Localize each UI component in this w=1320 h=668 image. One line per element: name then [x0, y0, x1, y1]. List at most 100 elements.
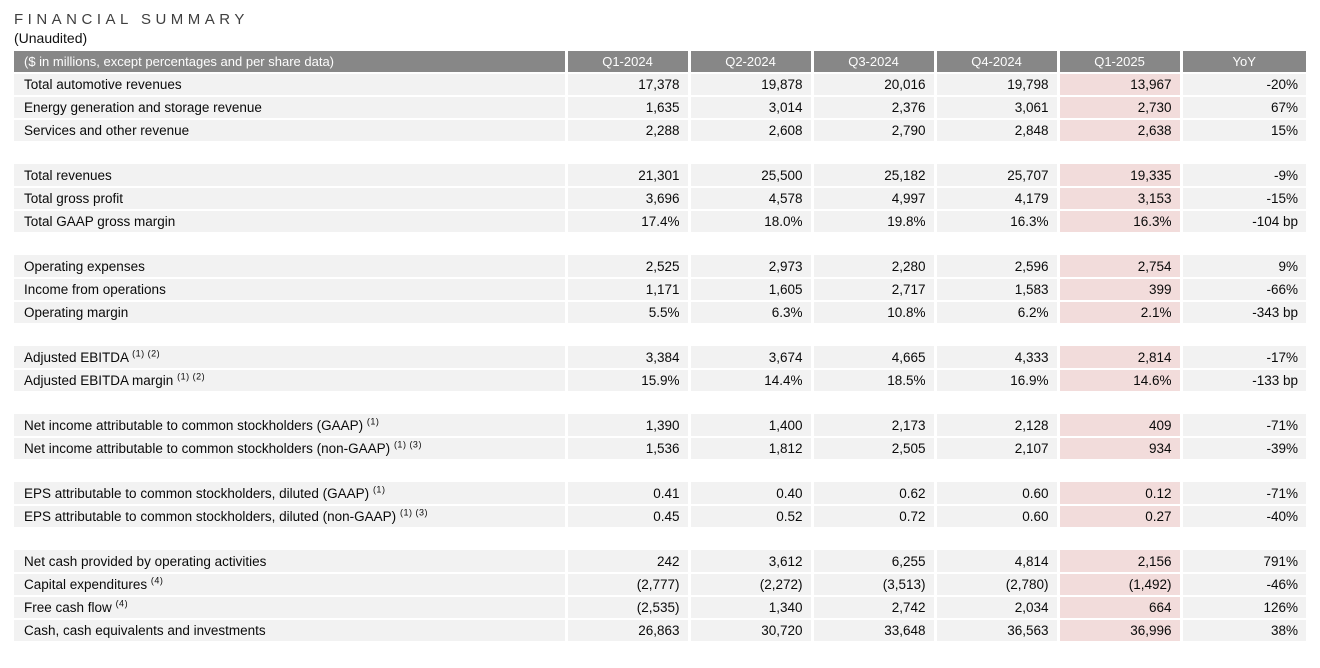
- row-label: Net income attributable to common stockh…: [14, 414, 568, 438]
- cell-value-q1-2024: 17.4%: [566, 210, 691, 234]
- cell-value-q1-2024: 21,301: [566, 164, 691, 188]
- yoy-value: 126%: [1181, 596, 1306, 620]
- cell-value-q2-2024: 30,720: [689, 619, 814, 643]
- cell-value-q4-2024: 3,061: [935, 96, 1060, 120]
- table-row: Total revenues 21,301 25,500 25,182 25,707 19…: [14, 164, 1306, 188]
- financial-summary-table: ($ in millions, except percentages and p…: [14, 51, 1306, 643]
- cell-value-q1-2024: 5.5%: [566, 301, 691, 325]
- cell-value-q1-2025: (1,492): [1058, 573, 1183, 597]
- cell-value-q1-2024: (2,535): [566, 596, 691, 620]
- row-label: Capital expenditures (4): [14, 573, 568, 597]
- footnote-reference: (1) (3): [399, 507, 428, 518]
- cell-value-q3-2024: 6,255: [812, 550, 937, 574]
- cell-value-q4-2024: 1,583: [935, 278, 1060, 302]
- section-separator-row: [14, 528, 1306, 550]
- cell-value-q1-2025: 0.12: [1058, 482, 1183, 506]
- row-label-text: Services and other revenue: [24, 123, 190, 138]
- footnote-reference: (4): [150, 575, 164, 586]
- cell-value-q2-2024: 1,340: [689, 596, 814, 620]
- cell-value-q2-2024: 1,812: [689, 437, 814, 461]
- cell-value-q2-2024: (2,272): [689, 573, 814, 597]
- cell-value-q1-2025: 2,638: [1058, 119, 1183, 143]
- section-separator: [14, 460, 1306, 482]
- cell-value-q4-2024: 16.3%: [935, 210, 1060, 234]
- cell-value-q4-2024: 36,563: [935, 619, 1060, 643]
- financial-summary-page: FINANCIAL SUMMARY (Unaudited) ($ in mill…: [14, 11, 1306, 643]
- cell-value-q2-2024: 4,578: [689, 187, 814, 211]
- cell-value-q3-2024: 4,997: [812, 187, 937, 211]
- cell-value-q2-2024: 2,973: [689, 255, 814, 279]
- cell-value-q1-2024: 3,384: [566, 346, 691, 370]
- row-label: Income from operations: [14, 278, 568, 302]
- section-separator: [14, 142, 1306, 164]
- row-label-text: Total automotive revenues: [24, 77, 182, 92]
- cell-value-q4-2024: 19,798: [935, 73, 1060, 97]
- cell-value-q2-2024: 18.0%: [689, 210, 814, 234]
- yoy-value: -66%: [1181, 278, 1306, 302]
- row-label-text: Net income attributable to common stockh…: [24, 441, 391, 456]
- cell-value-q2-2024: 6.3%: [689, 301, 814, 325]
- cell-value-q4-2024: 4,814: [935, 550, 1060, 574]
- column-header-q1-2024: Q1-2024: [566, 51, 691, 74]
- cell-value-q1-2025: 2,814: [1058, 346, 1183, 370]
- cell-value-q3-2024: 2,280: [812, 255, 937, 279]
- row-label-text: Total GAAP gross margin: [24, 214, 176, 229]
- yoy-value: -20%: [1181, 73, 1306, 97]
- column-header-q1-2025: Q1-2025: [1058, 51, 1183, 74]
- cell-value-q1-2025: 13,967: [1058, 73, 1183, 97]
- cell-value-q2-2024: 14.4%: [689, 369, 814, 393]
- row-label: Operating margin: [14, 301, 568, 325]
- cell-value-q3-2024: 2,173: [812, 414, 937, 438]
- section-separator: [14, 233, 1306, 255]
- table-header-row: ($ in millions, except percentages and p…: [14, 51, 1306, 74]
- row-label-text: Operating margin: [24, 305, 129, 320]
- table-row: Total GAAP gross margin 17.4% 18.0% 19.8% 16…: [14, 210, 1306, 234]
- yoy-value: -104 bp: [1181, 210, 1306, 234]
- yoy-value: -9%: [1181, 164, 1306, 188]
- table-units-label: ($ in millions, except percentages and p…: [14, 51, 568, 74]
- table-row: Operating expenses 2,525 2,973 2,280 2,596 2,…: [14, 255, 1306, 279]
- table-body: Total automotive revenues 17,378 19,878 20,…: [14, 73, 1306, 643]
- cell-value-q2-2024: 19,878: [689, 73, 814, 97]
- row-label: Operating expenses: [14, 255, 568, 279]
- row-label-text: Net income attributable to common stockh…: [24, 417, 364, 433]
- cell-value-q3-2024: 10.8%: [812, 301, 937, 325]
- yoy-value: -46%: [1181, 573, 1306, 597]
- cell-value-q1-2024: 0.45: [566, 505, 691, 529]
- section-separator: [14, 392, 1306, 414]
- row-label: Total gross profit: [14, 187, 568, 211]
- row-label-text: Net cash provided by operating activitie…: [24, 553, 267, 569]
- cell-value-q4-2024: 25,707: [935, 164, 1060, 188]
- cell-value-q1-2025: 664: [1058, 596, 1183, 620]
- section-separator-row: [14, 233, 1306, 255]
- table-row: EPS attributable to common stockholders,…: [14, 505, 1306, 529]
- cell-value-q3-2024: 33,648: [812, 619, 937, 643]
- table-row: Free cash flow (4) (2,535) 1,340 2,742 2,034…: [14, 596, 1306, 620]
- cell-value-q4-2024: 16.9%: [935, 369, 1060, 393]
- cell-value-q4-2024: 4,179: [935, 187, 1060, 211]
- cell-value-q3-2024: 25,182: [812, 164, 937, 188]
- section-separator-row: [14, 142, 1306, 164]
- table-row: Adjusted EBITDA margin (1) (2) 15.9% 14.4%…: [14, 369, 1306, 393]
- cell-value-q1-2025: 19,335: [1058, 164, 1183, 188]
- cell-value-q2-2024: 3,612: [689, 550, 814, 574]
- section-separator-row: [14, 392, 1306, 414]
- footnote-reference: (1) (2): [177, 371, 206, 382]
- section-separator: [14, 324, 1306, 346]
- cell-value-q1-2025: 934: [1058, 437, 1183, 461]
- section-separator-row: [14, 324, 1306, 346]
- table-row: Net cash provided by operating activitie…: [14, 550, 1306, 574]
- cell-value-q1-2025: 2,754: [1058, 255, 1183, 279]
- cell-value-q1-2024: 242: [566, 550, 691, 574]
- yoy-value: -40%: [1181, 505, 1306, 529]
- section-separator-row: [14, 460, 1306, 482]
- cell-value-q1-2025: 14.6%: [1058, 369, 1183, 393]
- table-row: Total automotive revenues 17,378 19,878 20,…: [14, 73, 1306, 97]
- page-title: FINANCIAL SUMMARY: [14, 11, 249, 28]
- cell-value-q3-2024: 19.8%: [812, 210, 937, 234]
- table-row: Total gross profit 3,696 4,578 4,997 4,179 3,…: [14, 187, 1306, 211]
- cell-value-q4-2024: 4,333: [935, 346, 1060, 370]
- table-row: Capital expenditures (4) (2,777) (2,272) (3…: [14, 573, 1306, 597]
- cell-value-q1-2025: 2.1%: [1058, 301, 1183, 325]
- row-label: Total automotive revenues: [14, 73, 568, 97]
